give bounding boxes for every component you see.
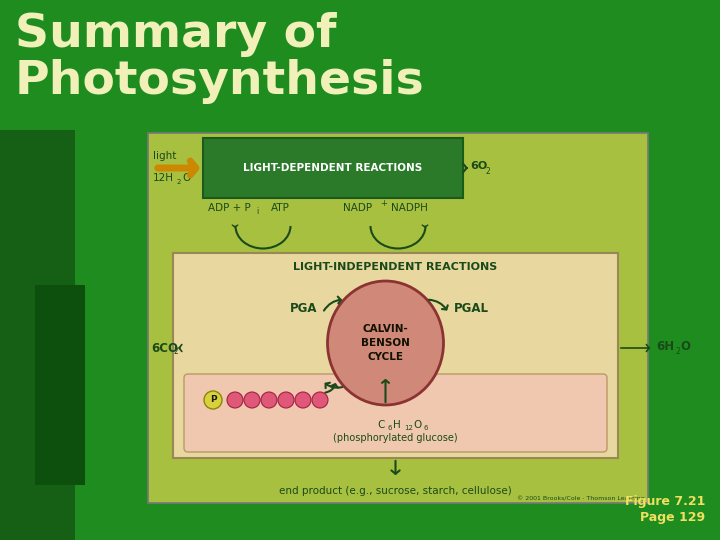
Circle shape: [261, 392, 277, 408]
Text: 12H: 12H: [153, 173, 174, 183]
Text: 6: 6: [387, 425, 392, 431]
Text: Figure 7.21
Page 129: Figure 7.21 Page 129: [625, 496, 705, 524]
Text: O: O: [182, 173, 190, 183]
Text: 6H: 6H: [656, 340, 674, 353]
Text: 6CO: 6CO: [151, 341, 178, 354]
Text: C: C: [377, 420, 385, 430]
Text: H: H: [394, 420, 401, 430]
Text: RuBP: RuBP: [287, 376, 323, 389]
Text: ADP + P: ADP + P: [208, 203, 251, 213]
Text: PGA: PGA: [290, 301, 318, 314]
Text: CALVIN-: CALVIN-: [363, 324, 408, 334]
Circle shape: [227, 392, 243, 408]
Bar: [173, 253, 618, 458]
Text: CYCLE: CYCLE: [367, 352, 403, 362]
Text: NADPH: NADPH: [391, 203, 428, 213]
Ellipse shape: [328, 281, 444, 405]
Bar: [0, 130, 75, 540]
Text: 2: 2: [486, 166, 491, 176]
Circle shape: [312, 392, 328, 408]
Text: (phosphorylated glucose): (phosphorylated glucose): [333, 433, 458, 443]
Bar: [148, 133, 648, 503]
Text: ATP: ATP: [271, 203, 290, 213]
Text: BENSON: BENSON: [361, 338, 410, 348]
Text: 2: 2: [174, 348, 179, 356]
Text: 12: 12: [405, 425, 413, 431]
Text: +: +: [380, 199, 387, 208]
Bar: [203, 138, 463, 198]
Text: i: i: [256, 207, 258, 217]
Text: O: O: [680, 340, 690, 353]
Circle shape: [204, 391, 222, 409]
Text: O: O: [413, 420, 422, 430]
Text: end product (e.g., sucrose, starch, cellulose): end product (e.g., sucrose, starch, cell…: [279, 486, 512, 496]
Text: NADP: NADP: [343, 203, 372, 213]
Text: 2: 2: [177, 179, 181, 185]
Text: LIGHT-INDEPENDENT REACTIONS: LIGHT-INDEPENDENT REACTIONS: [293, 262, 498, 272]
Text: 2: 2: [675, 347, 680, 355]
Bar: [35, 285, 85, 485]
Text: PGAL: PGAL: [454, 301, 488, 314]
Circle shape: [295, 392, 311, 408]
Circle shape: [244, 392, 260, 408]
Text: LIGHT-DEPENDENT REACTIONS: LIGHT-DEPENDENT REACTIONS: [243, 163, 423, 173]
Text: light: light: [153, 151, 176, 161]
Text: © 2001 Brooks/Cole · Thomson Learning: © 2001 Brooks/Cole · Thomson Learning: [517, 495, 645, 501]
Text: 6: 6: [423, 425, 428, 431]
Text: P: P: [210, 395, 216, 404]
Text: 6O: 6O: [470, 161, 487, 171]
FancyBboxPatch shape: [184, 374, 607, 452]
Text: Summary of
Photosynthesis: Summary of Photosynthesis: [15, 12, 425, 104]
Circle shape: [278, 392, 294, 408]
